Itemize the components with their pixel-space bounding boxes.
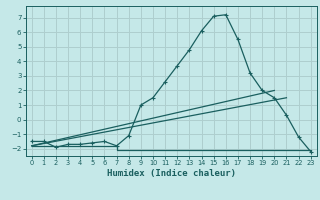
X-axis label: Humidex (Indice chaleur): Humidex (Indice chaleur) (107, 169, 236, 178)
